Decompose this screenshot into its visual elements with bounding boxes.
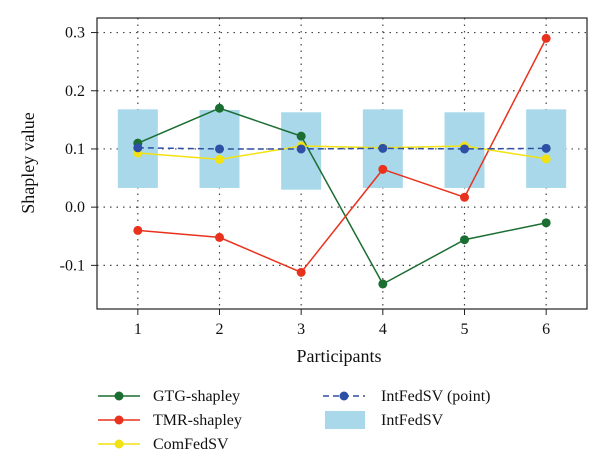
intfedsv-bands (117, 109, 567, 190)
series-point (378, 164, 388, 174)
series-points (133, 33, 551, 289)
legend-swatch (325, 411, 365, 429)
legend-label: IntFedSV (point) (381, 388, 490, 405)
grid (97, 18, 587, 309)
x-tick-label: 4 (379, 321, 387, 338)
series-line (137, 107, 547, 285)
legend-marker (114, 439, 124, 449)
y-axis-title: Shapley value (18, 112, 38, 213)
y-tick-label: 0.2 (65, 83, 85, 100)
series-point (215, 103, 224, 113)
x-tick-label: 6 (542, 321, 550, 338)
legend-label: TMR-shapley (153, 412, 242, 429)
series-point (215, 144, 224, 154)
legend-marker (114, 415, 124, 425)
series-point (541, 33, 551, 43)
series-line (137, 38, 547, 274)
legend-marker (339, 391, 349, 401)
series-point (460, 144, 469, 154)
series-point (215, 232, 224, 242)
series-line (137, 147, 547, 150)
series-point (541, 154, 551, 164)
series-point (133, 225, 143, 235)
legend-label: GTG-shapley (153, 388, 240, 405)
legend-label: ComFedSV (153, 436, 229, 453)
series-point (378, 143, 388, 153)
y-tick-label: 0.3 (65, 25, 85, 42)
x-tick-label: 1 (134, 321, 142, 338)
x-tick-label: 2 (216, 321, 224, 338)
y-axis-ticks: -0.1 0.0 0.1 0.2 0.3 (60, 25, 97, 274)
series-point (541, 143, 551, 153)
plot-frame (96, 17, 588, 310)
x-tick-label: 5 (461, 321, 469, 338)
series-lines (137, 38, 547, 285)
series-point (296, 131, 306, 141)
series-point (460, 192, 469, 202)
series-point (460, 235, 469, 245)
legend: GTG-shapley TMR-shapley ComFedSV IntFedSV (… (98, 388, 490, 453)
series-point (378, 279, 388, 289)
series-point (296, 144, 306, 154)
y-tick-label: -0.1 (60, 257, 85, 274)
y-tick-label: 0.1 (65, 141, 85, 158)
x-tick-label: 3 (297, 321, 305, 338)
x-axis-title: Participants (297, 346, 382, 366)
y-tick-label: 0.0 (65, 199, 85, 216)
legend-label: IntFedSV (381, 412, 444, 429)
series-point (296, 267, 306, 277)
series-point (215, 154, 224, 164)
legend-marker (114, 391, 124, 401)
series-point (541, 218, 551, 228)
x-axis-ticks: 1 2 3 4 5 6 (134, 309, 550, 338)
series-point (133, 143, 143, 153)
